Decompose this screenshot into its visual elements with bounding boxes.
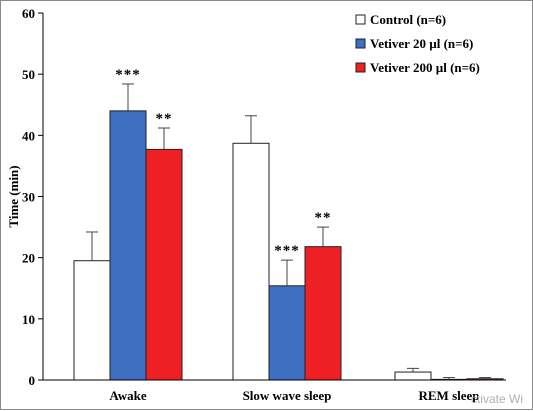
significance-label: ** bbox=[315, 210, 332, 226]
y-tick-label: 20 bbox=[22, 251, 35, 266]
significance-label: ** bbox=[156, 111, 173, 127]
y-tick-label: 10 bbox=[22, 312, 35, 327]
legend-swatch bbox=[355, 62, 366, 73]
legend-swatch bbox=[355, 38, 366, 49]
legend-label: Control (n=6) bbox=[370, 12, 446, 27]
y-axis-title: Time (min) bbox=[6, 165, 21, 227]
x-tick-label: Awake bbox=[109, 388, 147, 403]
y-tick-label: 50 bbox=[22, 67, 35, 82]
legend-swatch bbox=[355, 14, 366, 25]
bar bbox=[73, 260, 111, 381]
x-tick-label: Slow wave sleep bbox=[243, 388, 332, 403]
bar bbox=[232, 142, 270, 381]
x-tick-label: REM sleep bbox=[418, 388, 479, 403]
bar bbox=[145, 148, 183, 381]
bar bbox=[394, 371, 432, 381]
legend-label: Vetiver 200 µl (n=6) bbox=[370, 60, 480, 75]
bar bbox=[268, 285, 306, 381]
y-tick-label: 30 bbox=[22, 190, 35, 205]
watermark-text: ctivate Wi bbox=[471, 392, 523, 406]
y-tick-label: 60 bbox=[22, 6, 35, 21]
bar bbox=[109, 110, 147, 381]
y-tick-label: 0 bbox=[29, 373, 36, 388]
y-tick-label: 40 bbox=[22, 128, 35, 143]
significance-label: *** bbox=[274, 243, 300, 259]
legend-label: Vetiver 20 µl (n=6) bbox=[370, 36, 473, 51]
significance-label: *** bbox=[115, 67, 141, 83]
bar bbox=[304, 246, 342, 381]
